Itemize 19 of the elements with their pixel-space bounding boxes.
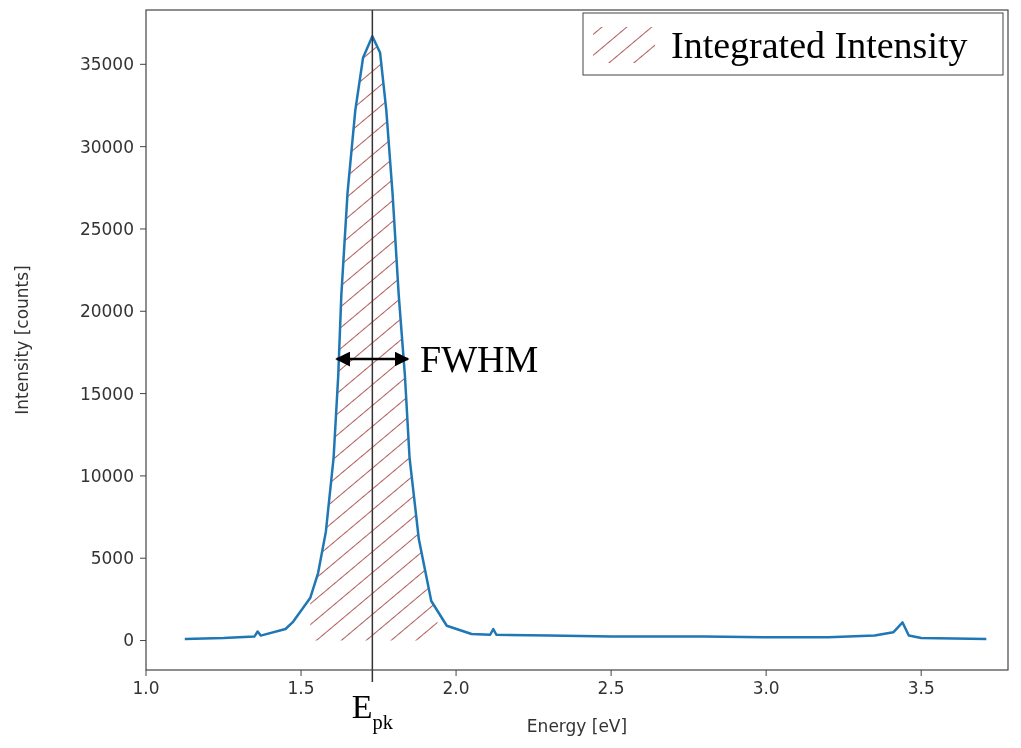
- x-tick-label: 3.0: [752, 678, 780, 698]
- x-axis-title: Energy [eV]: [526, 716, 628, 736]
- y-tick-label: 35000: [79, 54, 134, 75]
- y-tick-label: 15000: [79, 383, 134, 404]
- legend-label: Integrated Intensity: [671, 24, 968, 67]
- y-tick-label: 20000: [79, 301, 134, 322]
- y-axis-title: Intensity [counts]: [12, 265, 32, 415]
- annotation: FWHM: [420, 338, 539, 381]
- ref-line-label: E$_{pk}$: [351, 688, 394, 734]
- x-tick-label: 2.0: [442, 678, 470, 698]
- y-tick-label: 0: [123, 630, 134, 651]
- x-tick-label: 3.5: [907, 678, 935, 698]
- x-tick-label: 2.5: [597, 678, 625, 698]
- x-tick-label: 1.0: [132, 678, 160, 698]
- y-tick-label: 25000: [79, 218, 134, 239]
- y-tick-label: 30000: [79, 136, 134, 157]
- y-tick-label: 10000: [79, 465, 134, 486]
- x-tick-label: 1.5: [287, 678, 315, 698]
- y-tick-label: 5000: [90, 548, 134, 569]
